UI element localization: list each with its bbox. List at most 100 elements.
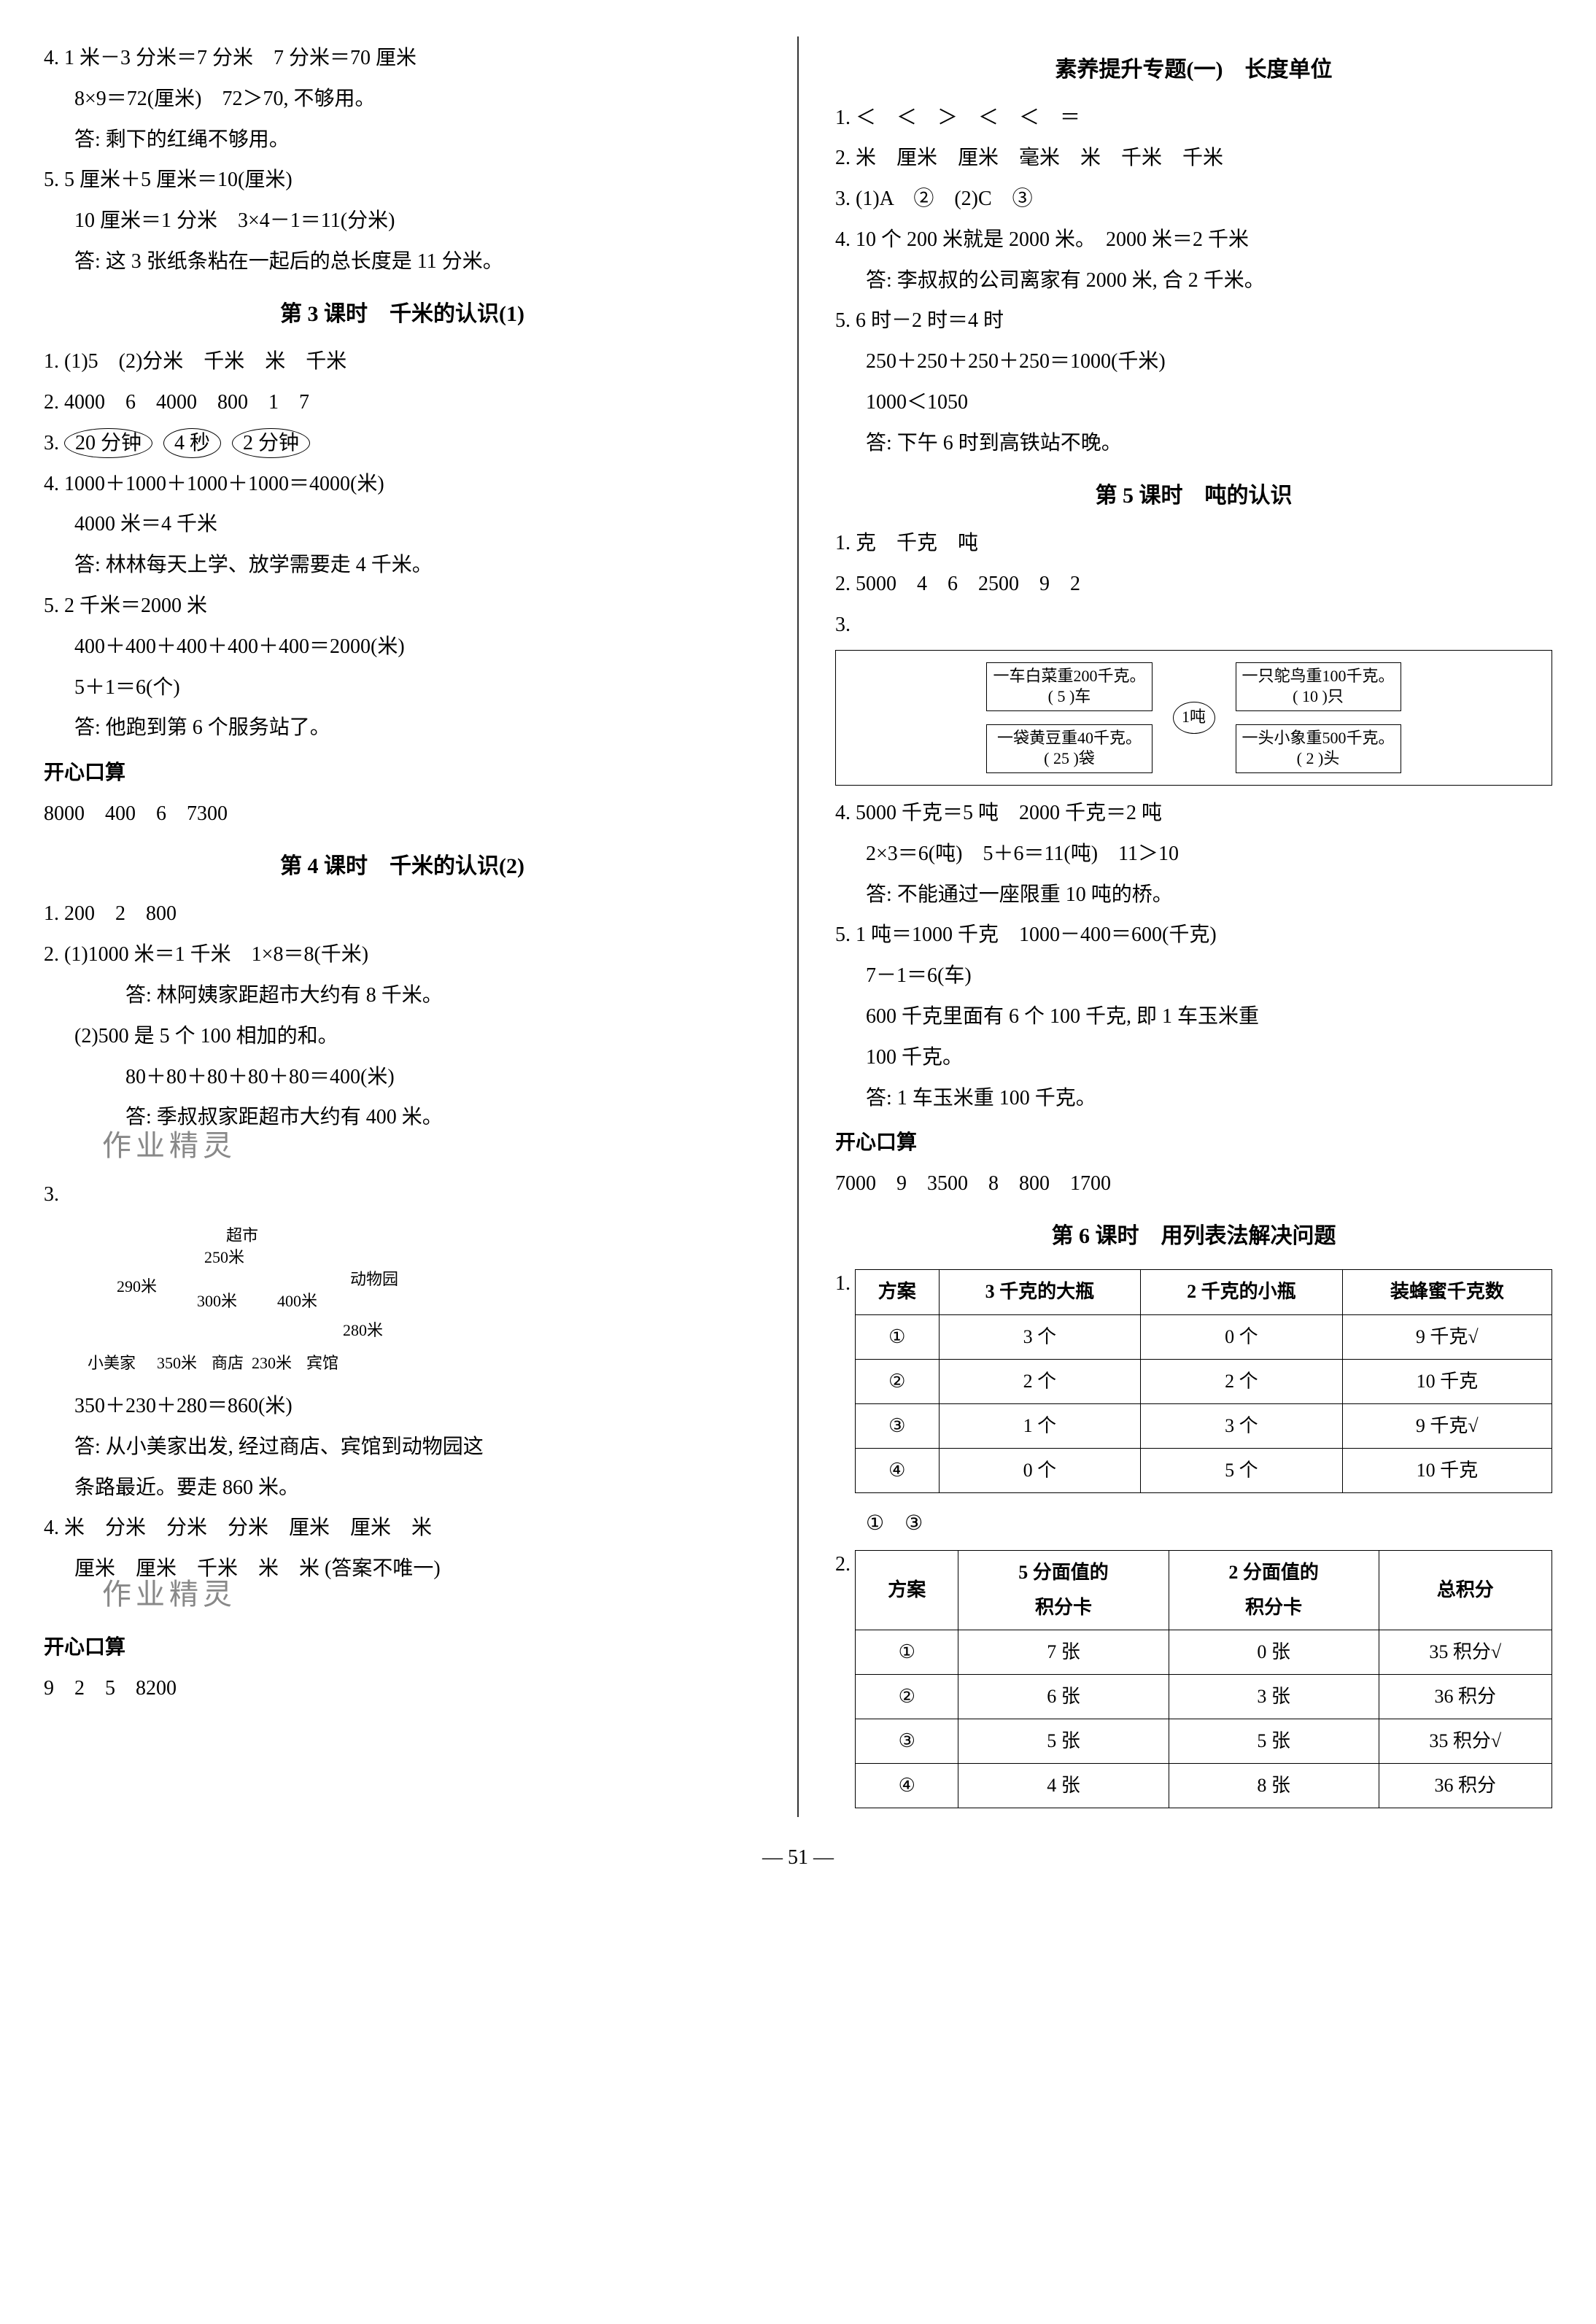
honey-table: 方案3 千克的大瓶2 千克的小瓶装蜂蜜千克数①3 个0 个9 千克√②2 个2 … — [855, 1269, 1552, 1492]
table-row: ②2 个2 个10 千克 — [856, 1359, 1552, 1403]
section-title: 第 5 课时 吨的认识 — [835, 476, 1552, 516]
node-answer: ( 25 )袋 — [993, 748, 1145, 770]
text-line: 答: 李叔叔的公司离家有 2000 米, 合 2 千米。 — [835, 262, 1552, 300]
text-line: 3. (1)A ② (2)C ③ — [835, 180, 1552, 218]
table-cell: 35 积分√ — [1379, 1719, 1552, 1764]
text-line: 答: 剩下的红绳不够用。 — [44, 121, 761, 159]
text-line: 7－1＝6(车) — [835, 957, 1552, 995]
section-title: 第 6 课时 用列表法解决问题 — [835, 1216, 1552, 1257]
text-line: 10 厘米＝1 分米 3×4－1＝11(分米) — [44, 202, 761, 240]
table-cell: 9 千克√ — [1342, 1403, 1552, 1448]
right-column: 素养提升专题(一) 长度单位 1. ＜ ＜ ＞ ＜ ＜ ＝ 2. 米 厘米 厘米… — [835, 36, 1552, 1817]
table-cell: 8 张 — [1169, 1764, 1379, 1808]
table-cell: 10 千克 — [1342, 1359, 1552, 1403]
table-cell: ④ — [856, 1764, 958, 1808]
table-header: 5 分面值的积分卡 — [958, 1550, 1169, 1630]
diagram-node: 一车白菜重200千克。 ( 5 )车 — [986, 662, 1152, 711]
text-line: 4. 1000＋1000＋1000＋1000＝4000(米) — [44, 465, 761, 503]
table-cell: 2 个 — [1141, 1359, 1343, 1403]
text-line: 答: 他跑到第 6 个服务站了。 — [44, 709, 761, 747]
q3-label: 3. — [44, 1176, 761, 1214]
text-line: 条路最近。要走 860 米。 — [44, 1469, 761, 1507]
subhead: 开心口算 — [835, 1124, 1552, 1162]
table-cell: ④ — [856, 1448, 940, 1492]
table-row: ①7 张0 张35 积分√ — [856, 1630, 1552, 1674]
table-cell: 3 个 — [1141, 1403, 1343, 1448]
text-line: 400＋400＋400＋400＋400＝2000(米) — [44, 628, 761, 666]
table-cell: ② — [856, 1674, 958, 1719]
page: 4. 1 米－3 分米＝7 分米 7 分米＝70 厘米 8×9＝72(厘米) 7… — [44, 36, 1552, 1817]
q3-label: 3. — [44, 432, 59, 454]
table-header: 总积分 — [1379, 1550, 1552, 1630]
text-line: 4. 米 分米 分米 分米 厘米 厘米 米 — [44, 1509, 761, 1547]
q3-label: 3. — [835, 606, 1552, 644]
text-line: 答: 这 3 张纸条粘在一起后的总长度是 11 分米。 — [44, 243, 761, 281]
table-cell: 3 个 — [939, 1314, 1141, 1359]
diagram-node: 一袋黄豆重40千克。 ( 25 )袋 — [986, 724, 1152, 773]
table-row: ④0 个5 个10 千克 — [856, 1448, 1552, 1492]
text-line: 7000 9 3500 8 800 1700 — [835, 1165, 1552, 1203]
text-line: 1. ＜ ＜ ＞ ＜ ＜ ＝ — [835, 99, 1552, 137]
table-cell: 2 个 — [939, 1359, 1141, 1403]
text-line: 答: 下午 6 时到高铁站不晚。 — [835, 425, 1552, 462]
section-title: 第 3 课时 千米的认识(1) — [44, 294, 761, 335]
ton-diagram: 一车白菜重200千克。 ( 5 )车 一袋黄豆重40千克。 ( 25 )袋 1吨… — [835, 650, 1552, 786]
table-cell: ③ — [856, 1719, 958, 1764]
text-line: 100 千克。 — [835, 1039, 1552, 1077]
map-distance: 400米 — [277, 1287, 317, 1317]
table-cell: ① — [856, 1314, 940, 1359]
q2-label: 2. — [835, 1546, 851, 1584]
table-cell: 9 千克√ — [1342, 1314, 1552, 1359]
text-line: 1000＜1050 — [835, 384, 1552, 422]
map-place: 宾馆 — [306, 1349, 338, 1379]
oval-answer: 4 秒 — [163, 428, 221, 458]
map-distance: 350米 — [157, 1349, 197, 1379]
node-answer: ( 5 )车 — [993, 686, 1145, 708]
diagram-center: 1吨 — [1173, 702, 1215, 734]
text-line: 4. 5000 千克＝5 吨 2000 千克＝2 吨 — [835, 794, 1552, 832]
table-cell: 5 个 — [1141, 1448, 1343, 1492]
text-line: 5. 1 吨＝1000 千克 1000－400＝600(千克) — [835, 916, 1552, 954]
table-row: ①3 个0 个9 千克√ — [856, 1314, 1552, 1359]
table-cell: 10 千克 — [1342, 1448, 1552, 1492]
text-line: 5. 5 厘米＋5 厘米＝10(厘米) — [44, 161, 761, 199]
points-table: 方案5 分面值的积分卡2 分面值的积分卡总积分①7 张0 张35 积分√②6 张… — [855, 1550, 1552, 1809]
table-cell: 5 张 — [1169, 1719, 1379, 1764]
text-line: 8×9＝72(厘米) 72＞70, 不够用。 — [44, 80, 761, 118]
text-line: 4. 1 米－3 分米＝7 分米 7 分米＝70 厘米 — [44, 39, 761, 77]
table-cell: 6 张 — [958, 1674, 1169, 1719]
table-row: ④4 张8 张36 积分 — [856, 1764, 1552, 1808]
table-header: 方案 — [856, 1550, 958, 1630]
text-line: 350＋230＋280＝860(米) — [44, 1387, 761, 1425]
table-cell: 35 积分√ — [1379, 1630, 1552, 1674]
node-answer: ( 10 )只 — [1242, 686, 1395, 708]
table-header: 2 分面值的积分卡 — [1169, 1550, 1379, 1630]
table-cell: 36 积分 — [1379, 1674, 1552, 1719]
node-title: 一只鸵鸟重100千克。 — [1242, 666, 1395, 687]
table-cell: 1 个 — [939, 1403, 1141, 1448]
q1-label: 1. — [835, 1265, 851, 1303]
map-place: 商店 — [212, 1349, 244, 1379]
diagram-right: 一只鸵鸟重100千克。 ( 10 )只 一头小象重500千克。 ( 2 )头 — [1236, 662, 1401, 773]
section-title: 第 4 课时 千米的认识(2) — [44, 846, 761, 887]
table-cell: 0 个 — [939, 1448, 1141, 1492]
subhead: 开心口算 — [44, 754, 761, 792]
text-line: 2×3＝6(吨) 5＋6＝11(吨) 11＞10 — [835, 835, 1552, 873]
text-line: 250＋250＋250＋250＝1000(千米) — [835, 343, 1552, 381]
table-cell: ② — [856, 1359, 940, 1403]
map-distance: 280米 — [343, 1316, 383, 1346]
map-distance: 230米 — [252, 1349, 292, 1379]
text-line: 8000 400 6 7300 — [44, 795, 761, 833]
table-cell: 0 张 — [1169, 1630, 1379, 1674]
diagram-node: 一头小象重500千克。 ( 2 )头 — [1236, 724, 1401, 773]
text-line: 答: 1 车玉米重 100 千克。 — [835, 1080, 1552, 1118]
text-line: 答: 从小美家出发, 经过商店、宾馆到动物园这 — [44, 1428, 761, 1466]
table-row: ②6 张3 张36 积分 — [856, 1674, 1552, 1719]
text-line: 答: 林阿姨家距超市大约有 8 千米。 — [44, 977, 761, 1015]
text-line: 5. 6 时－2 时＝4 时 — [835, 302, 1552, 340]
text-line: 1. 200 2 800 — [44, 895, 761, 933]
diagram-node: 一只鸵鸟重100千克。 ( 10 )只 — [1236, 662, 1401, 711]
table-cell: ③ — [856, 1403, 940, 1448]
text-line: 答: 季叔叔家距超市大约有 400 米。 — [44, 1099, 761, 1136]
node-title: 一车白菜重200千克。 — [993, 666, 1145, 687]
